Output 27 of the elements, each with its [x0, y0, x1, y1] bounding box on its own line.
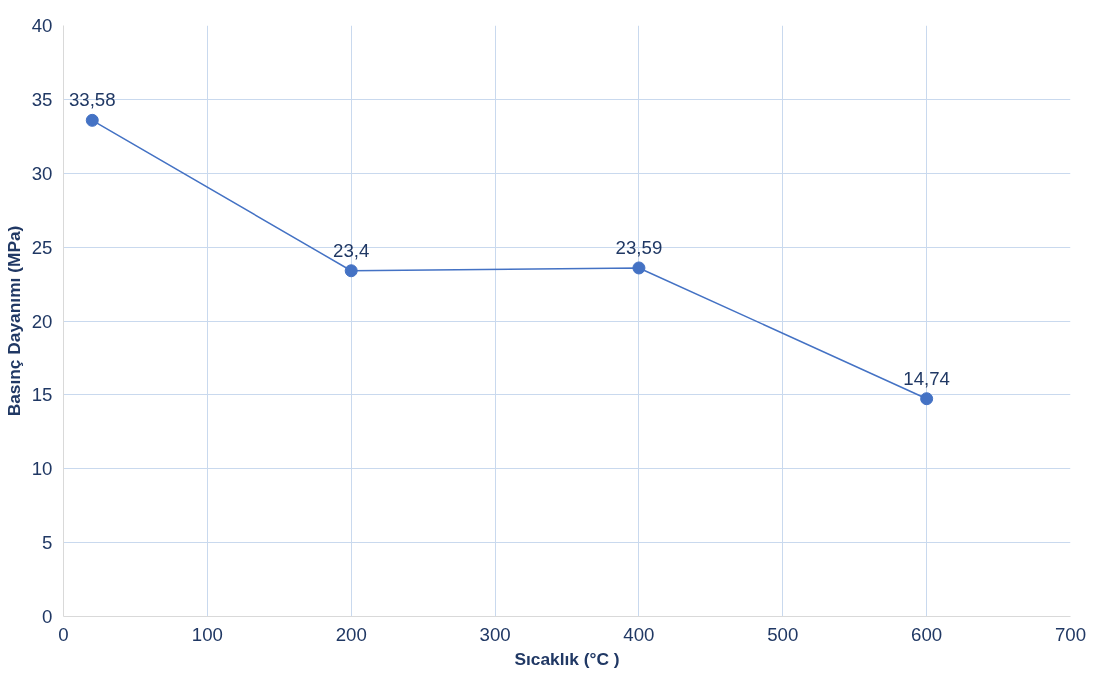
- y-tick-label: 10: [31, 458, 53, 480]
- x-tick-label: 700: [1054, 623, 1087, 645]
- point: [85, 113, 99, 127]
- y-tick-label: 5: [42, 532, 53, 554]
- x-tick-label: 200: [335, 623, 367, 645]
- y-tick-label: 25: [31, 236, 53, 258]
- x-tick-label: 600: [911, 623, 943, 645]
- y-tick-label: 40: [31, 15, 53, 36]
- x-tick-label: 300: [479, 623, 511, 645]
- x-axis-title: Sıcaklık (°C ): [514, 648, 620, 669]
- y-tick-label: 0: [42, 606, 53, 627]
- y-tick-label: 30: [31, 162, 53, 184]
- y-axis-title: Basınç Dayanımı (MPa): [3, 225, 24, 417]
- data-label: 23,59: [615, 236, 663, 258]
- data-label: 33,58: [68, 89, 116, 111]
- x-tick-label: 500: [767, 623, 799, 645]
- x-tick-label: 0: [58, 623, 69, 645]
- y-tick-label: 20: [31, 310, 53, 332]
- y-tick-label: 15: [31, 384, 53, 406]
- y-tick-label: 35: [31, 88, 53, 110]
- point: [632, 261, 646, 275]
- data-label: 14,74: [903, 367, 950, 389]
- x-tick-label: 100: [191, 623, 223, 645]
- x-tick-label: 400: [623, 623, 655, 645]
- point: [344, 264, 358, 278]
- point: [920, 392, 934, 406]
- data-label: 23,4: [333, 239, 370, 261]
